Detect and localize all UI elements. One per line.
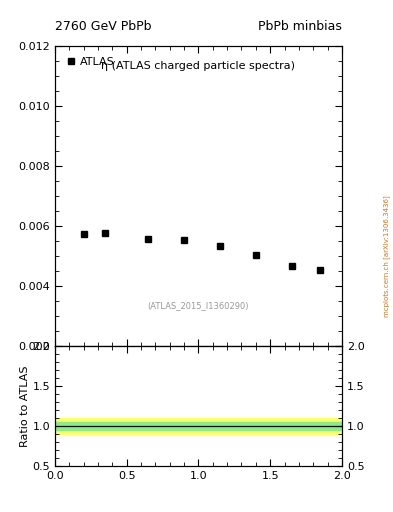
Y-axis label: Ratio to ATLAS: Ratio to ATLAS [20, 365, 29, 446]
ATLAS [218, 243, 222, 249]
Text: η (ATLAS charged particle spectra): η (ATLAS charged particle spectra) [101, 61, 296, 71]
Text: mcplots.cern.ch [arXiv:1306.3436]: mcplots.cern.ch [arXiv:1306.3436] [384, 195, 391, 317]
ATLAS [103, 229, 108, 236]
ATLAS [253, 251, 258, 258]
ATLAS [146, 236, 151, 242]
Text: 2760 GeV PbPb: 2760 GeV PbPb [55, 20, 152, 33]
ATLAS [81, 230, 86, 237]
ATLAS [182, 237, 187, 243]
Text: PbPb minbias: PbPb minbias [258, 20, 342, 33]
Bar [55, 418, 342, 434]
Text: (ATLAS_2015_I1360290): (ATLAS_2015_I1360290) [148, 301, 249, 310]
ATLAS [318, 267, 323, 273]
Line: ATLAS: ATLAS [80, 229, 324, 274]
Legend: ATLAS: ATLAS [61, 52, 120, 73]
Bar [55, 421, 342, 430]
ATLAS [289, 263, 294, 269]
